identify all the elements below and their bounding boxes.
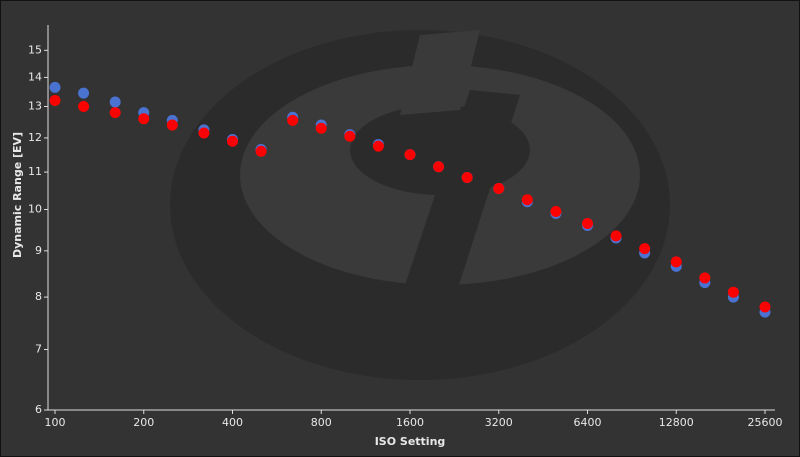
point xyxy=(255,145,267,157)
y-tick-label: 13 xyxy=(28,100,42,113)
y-tick-label: 7 xyxy=(35,342,42,355)
point xyxy=(315,122,327,134)
point xyxy=(78,87,90,99)
point xyxy=(610,230,622,242)
point xyxy=(639,243,651,255)
point xyxy=(699,272,711,284)
y-tick-label: 8 xyxy=(35,290,42,303)
y-tick-label: 15 xyxy=(28,43,42,56)
point xyxy=(109,107,121,119)
point xyxy=(493,182,505,194)
point xyxy=(198,127,210,139)
point xyxy=(78,101,90,113)
point xyxy=(287,114,299,126)
x-tick-label: 1600 xyxy=(396,416,424,429)
x-tick-label: 800 xyxy=(311,416,332,429)
y-tick-label: 11 xyxy=(28,165,42,178)
y-tick-label: 6 xyxy=(35,403,42,416)
point xyxy=(550,205,562,217)
x-axis-label: ISO Setting xyxy=(375,435,446,448)
y-tick-label: 12 xyxy=(28,131,42,144)
point xyxy=(227,135,238,147)
x-tick-label: 100 xyxy=(45,416,66,429)
point xyxy=(670,256,682,268)
x-tick-label: 6400 xyxy=(574,416,602,429)
point xyxy=(727,286,739,298)
x-tick-label: 3200 xyxy=(485,416,513,429)
y-tick-label: 9 xyxy=(35,244,42,257)
point xyxy=(759,301,771,313)
point xyxy=(404,149,416,161)
watermark-logo xyxy=(170,30,670,380)
point xyxy=(372,140,384,152)
x-tick-label: 400 xyxy=(222,416,243,429)
point xyxy=(138,113,150,125)
point xyxy=(582,217,593,229)
point xyxy=(344,130,356,142)
point xyxy=(461,171,473,183)
y-tick-label: 10 xyxy=(28,202,42,215)
point xyxy=(109,96,121,108)
x-tick-label: 25600 xyxy=(748,416,783,429)
x-tick-label: 12800 xyxy=(659,416,694,429)
y-axis-label: Dynamic Range [EV] xyxy=(11,132,24,258)
point xyxy=(49,81,61,93)
point xyxy=(49,95,61,107)
point xyxy=(166,119,178,131)
point xyxy=(521,194,533,206)
y-tick-label: 14 xyxy=(28,70,42,83)
point xyxy=(433,161,445,173)
x-tick-label: 200 xyxy=(133,416,154,429)
